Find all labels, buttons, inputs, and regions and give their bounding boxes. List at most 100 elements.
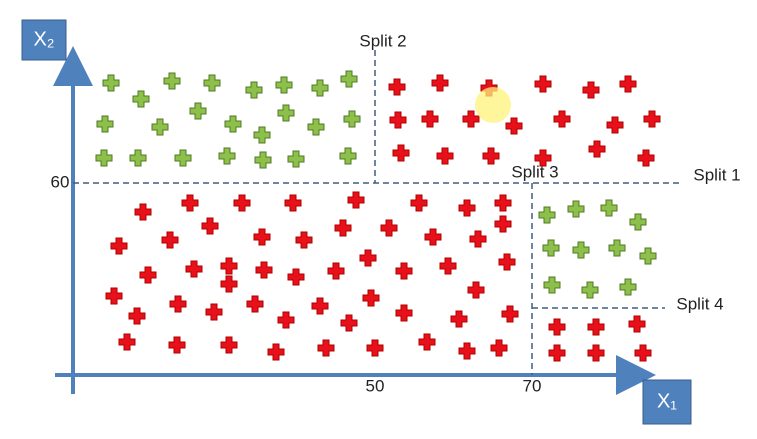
cross [534, 149, 552, 167]
cross [606, 116, 624, 134]
cross [128, 307, 146, 325]
y-axis-label: X₂ [33, 28, 54, 50]
cross [267, 343, 285, 361]
cross [482, 147, 500, 165]
cross [608, 239, 626, 257]
cross [389, 111, 407, 129]
cross [129, 149, 147, 167]
cross [431, 74, 449, 92]
cross [600, 199, 618, 217]
cross [634, 344, 652, 362]
cross [220, 275, 238, 293]
cross [498, 253, 516, 271]
cross [619, 278, 637, 296]
cross [581, 281, 599, 299]
cross [340, 314, 358, 332]
cross [548, 318, 566, 336]
cross [220, 336, 238, 354]
cross [245, 81, 263, 99]
points [95, 70, 661, 362]
cross [218, 147, 236, 165]
cross [185, 260, 203, 278]
cross [639, 247, 657, 265]
cross [587, 318, 605, 336]
cross [458, 199, 476, 217]
cross [205, 303, 223, 321]
y-tick: 60 [51, 172, 70, 191]
cross [105, 287, 123, 305]
cross [287, 268, 305, 286]
cross [201, 217, 219, 235]
cross [220, 257, 238, 275]
cross [629, 213, 647, 231]
cursor-highlight [475, 87, 511, 123]
cross [96, 115, 114, 133]
cross [277, 104, 295, 122]
cross [395, 262, 413, 280]
cross [317, 339, 335, 357]
cross [287, 150, 305, 168]
cross [203, 74, 221, 92]
cross [582, 81, 600, 99]
cross [362, 289, 380, 307]
cross [505, 117, 523, 135]
cross [307, 118, 325, 136]
cross [151, 118, 169, 136]
cross [588, 140, 606, 158]
x-tick: 50 [366, 376, 385, 395]
cross [542, 239, 560, 257]
cross [253, 228, 271, 246]
cross [643, 110, 661, 128]
split-label: Split 2 [359, 31, 406, 50]
cross [340, 70, 358, 88]
cross [467, 281, 485, 299]
cross [110, 237, 128, 255]
cross [436, 147, 454, 165]
cross [543, 276, 561, 294]
cross [548, 344, 566, 362]
x-axis-label: X₁ [657, 390, 677, 412]
cross [255, 261, 273, 279]
x-label-box [642, 379, 692, 425]
x-tick: 70 [523, 376, 542, 395]
cross [118, 333, 136, 351]
cross [567, 200, 585, 218]
split-label: Split 4 [676, 294, 723, 313]
cross [410, 194, 428, 212]
cross [534, 75, 552, 93]
cross [553, 110, 571, 128]
cross [132, 90, 150, 108]
cross [347, 191, 365, 209]
cross [233, 194, 251, 212]
cross [295, 231, 313, 249]
cross [327, 262, 345, 280]
cross [469, 230, 487, 248]
cross [174, 149, 192, 167]
y-label-box [21, 19, 67, 61]
cross [439, 257, 457, 275]
cross [450, 310, 468, 328]
cross [189, 102, 207, 120]
cross [572, 241, 590, 259]
cross [163, 72, 181, 90]
cross [102, 74, 120, 92]
cross [366, 339, 384, 357]
cross [628, 315, 646, 333]
cross [637, 149, 655, 167]
cross [139, 266, 157, 284]
cross [343, 110, 361, 128]
cross [587, 344, 605, 362]
cross [490, 339, 508, 357]
cross [501, 305, 519, 323]
split-label: Split 1 [693, 165, 740, 184]
cross [395, 304, 413, 322]
cross [181, 194, 199, 212]
cross [538, 206, 556, 224]
cross [424, 228, 442, 246]
cross [311, 79, 329, 97]
cross [284, 194, 302, 212]
cross [95, 149, 113, 167]
cross [418, 333, 436, 351]
cross [311, 297, 329, 315]
